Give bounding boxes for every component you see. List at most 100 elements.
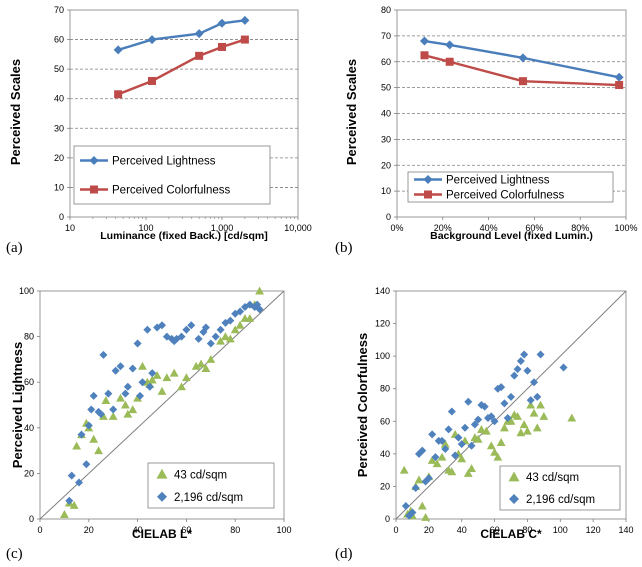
series-1 [114, 35, 249, 99]
legend-label: 43 cd/sqm [174, 469, 227, 481]
data-point [401, 501, 410, 510]
panel-label: (a) [6, 240, 23, 256]
data-point [240, 35, 249, 44]
data-point [532, 423, 542, 432]
data-point [444, 425, 453, 434]
x-tick-label: 140 [618, 525, 633, 535]
data-point [116, 362, 125, 371]
data-point [519, 420, 529, 429]
data-point [516, 428, 526, 437]
data-point [108, 412, 118, 420]
data-point [67, 471, 76, 480]
data-point [520, 350, 529, 359]
data-point [523, 426, 532, 435]
data-point [182, 325, 191, 334]
x-tick-label: 100% [614, 223, 637, 233]
legend: 43 cd/sqm 2,196 cd/sqm [499, 465, 621, 511]
data-point [194, 29, 204, 39]
data-point [615, 81, 624, 90]
legend-swatch-marker [90, 185, 98, 194]
y-axis-title: Perceived Scales [8, 59, 23, 165]
data-point [399, 465, 409, 474]
x-tick-label: 10,000 [284, 223, 312, 233]
y-tick-label: 0 [59, 212, 64, 222]
data-point [473, 434, 483, 443]
data-point [147, 35, 157, 45]
legend-box [499, 465, 621, 511]
data-point [614, 72, 624, 82]
legend-label: Perceived Colorfulness [112, 185, 231, 197]
series-0 [113, 15, 250, 55]
data-point [447, 407, 456, 416]
legend-swatch-marker [509, 494, 519, 504]
chart-panel-b: 0 10 20 30 40 50 60 70 80 0% 20% 40% 60% 80% 100% Perce… [335, 5, 638, 256]
legend: 43 cd/sqm 2,196 cd/sqm [147, 462, 275, 509]
data-point [463, 469, 473, 477]
data-point [136, 391, 145, 400]
data-point [437, 452, 447, 461]
data-point [418, 446, 427, 455]
series-0 [399, 400, 577, 521]
x-tick-label: 80 [522, 525, 532, 535]
data-point [411, 484, 420, 493]
series-1 [65, 300, 264, 505]
x-axis-title: Background Level (fixed Lumin.) [430, 230, 593, 242]
data-point [82, 460, 91, 469]
data-point [529, 408, 539, 417]
data-point [89, 391, 98, 400]
data-point [157, 386, 167, 395]
data-point [559, 363, 568, 372]
x-tick-label: 100 [276, 525, 291, 535]
data-point [113, 45, 123, 55]
data-point [218, 42, 226, 51]
data-point [162, 373, 172, 382]
data-point [206, 339, 215, 348]
x-tick-label: 20 [424, 525, 434, 535]
x-tick-label: 40% [480, 223, 498, 233]
data-point [470, 420, 479, 429]
legend-box [73, 145, 271, 205]
data-point [445, 57, 454, 66]
x-tick-label: 80 [230, 525, 240, 535]
data-point [221, 332, 230, 341]
data-point [75, 478, 84, 487]
x-tick-label: 120 [586, 525, 601, 535]
data-point [236, 307, 245, 316]
y-tick-label: 60 [24, 377, 34, 387]
data-point [235, 320, 245, 329]
data-point [191, 361, 201, 370]
y-tick-label: 50 [54, 64, 64, 74]
data-point [255, 305, 264, 314]
data-point [99, 412, 108, 420]
data-point [240, 15, 250, 25]
data-point [216, 325, 225, 334]
data-point [500, 399, 509, 408]
legend-swatch-marker [156, 468, 168, 479]
data-point [518, 77, 527, 86]
data-point [457, 440, 466, 449]
data-point [196, 359, 206, 368]
data-point [487, 412, 496, 421]
data-point [177, 332, 186, 341]
y-tick-label: 60 [381, 57, 391, 67]
y-tick-label: 20 [54, 153, 64, 163]
data-point [97, 410, 105, 419]
data-point [148, 76, 157, 85]
y-tick-label: 0 [385, 514, 390, 524]
y-tick-label: 40 [54, 94, 64, 104]
data-point [518, 53, 528, 63]
data-point [123, 382, 132, 391]
y-tick-label: 80 [381, 5, 391, 15]
x-tick-label: 0 [393, 525, 398, 535]
series-line [424, 54, 620, 87]
data-point [427, 455, 437, 464]
y-tick-label: 30 [381, 134, 391, 144]
data-point [451, 451, 460, 460]
legend-label: 2,196 cd/sqm [526, 494, 595, 506]
data-point [510, 371, 519, 380]
y-tick-label: 50 [381, 83, 391, 93]
data-point [143, 325, 152, 334]
x-axis-title: Luminance (fixed Back.) [cd/sqm] [100, 230, 267, 242]
data-point [177, 382, 186, 391]
legend-label: Perceived Lightness [446, 175, 550, 187]
